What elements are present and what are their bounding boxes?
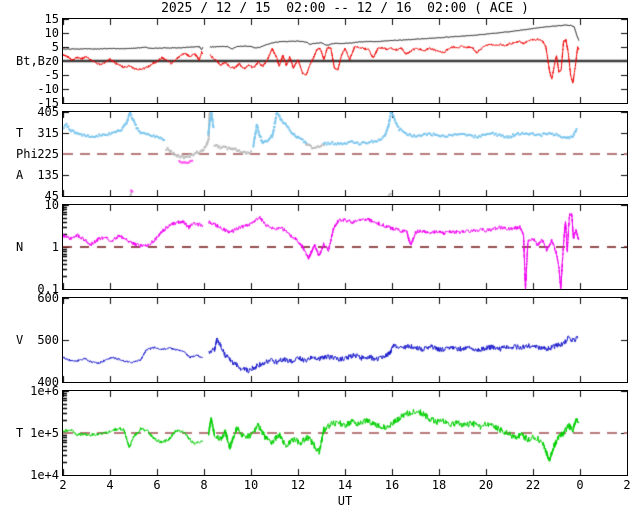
y-tick-label: -10	[37, 82, 59, 96]
y-tick-label: 0.1	[37, 282, 59, 296]
y-tick-label: 15	[44, 12, 59, 26]
panel-phi-label: Phi	[16, 147, 38, 161]
y-tick-label: 45	[44, 189, 59, 203]
x-tick-label: 14	[337, 478, 353, 492]
x-tick-label: 0	[576, 478, 584, 492]
y-tick-label: -15	[37, 96, 59, 110]
panel-density	[62, 204, 628, 290]
x-tick-label: 4	[106, 478, 114, 492]
y-tick-label: 135	[37, 168, 59, 182]
y-tick-label: 500	[37, 333, 59, 347]
panel-phi-label: T	[16, 126, 24, 140]
panel-phi-label: A	[16, 168, 24, 182]
panel-speed	[62, 297, 628, 383]
panel-t-label: T	[16, 426, 24, 440]
y-tick-label: 405	[37, 105, 59, 119]
panel-bt-bz	[62, 18, 628, 104]
x-tick-label: 20	[478, 478, 494, 492]
x-axis-title: UT	[337, 494, 353, 508]
y-tick-label: 10	[44, 26, 59, 40]
x-tick-label: 12	[290, 478, 306, 492]
panel-phi-canvas	[63, 112, 627, 196]
y-tick-label: 0	[51, 54, 59, 68]
x-tick-label: 8	[200, 478, 208, 492]
y-tick-label: 1e+4	[30, 468, 59, 482]
y-tick-label: 1e+6	[30, 384, 59, 398]
x-tick-label: 10	[243, 478, 259, 492]
y-tick-label: 1	[51, 240, 59, 254]
x-tick-label: 22	[525, 478, 541, 492]
panel-btbz-canvas	[63, 19, 627, 103]
chart-title: 2025 / 12 / 15 02:00 -- 12 / 16 02:00 ( …	[161, 1, 529, 16]
panel-n-label: N	[16, 240, 24, 254]
y-tick-label: 315	[37, 126, 59, 140]
y-tick-label: -5	[44, 68, 59, 82]
panel-v-canvas	[63, 298, 627, 382]
x-tick-label: 18	[431, 478, 447, 492]
panel-v-label: V	[16, 333, 24, 347]
y-tick-label: 400	[37, 375, 59, 389]
y-tick-label: 225	[37, 147, 59, 161]
x-tick-label: 2	[59, 478, 67, 492]
panel-phi	[62, 111, 628, 197]
y-tick-label: 600	[37, 291, 59, 305]
x-tick-label: 2	[623, 478, 631, 492]
y-tick-label: 1e+5	[30, 426, 59, 440]
x-tick-label: 6	[153, 478, 161, 492]
panel-temperature	[62, 390, 628, 476]
panel-n-canvas	[63, 205, 627, 289]
panel-btbz-label: Bt,Bz	[16, 54, 53, 68]
x-tick-label: 16	[384, 478, 400, 492]
y-tick-label: 10	[44, 198, 59, 212]
panel-t-canvas	[63, 391, 627, 475]
y-tick-label: 5	[51, 40, 59, 54]
